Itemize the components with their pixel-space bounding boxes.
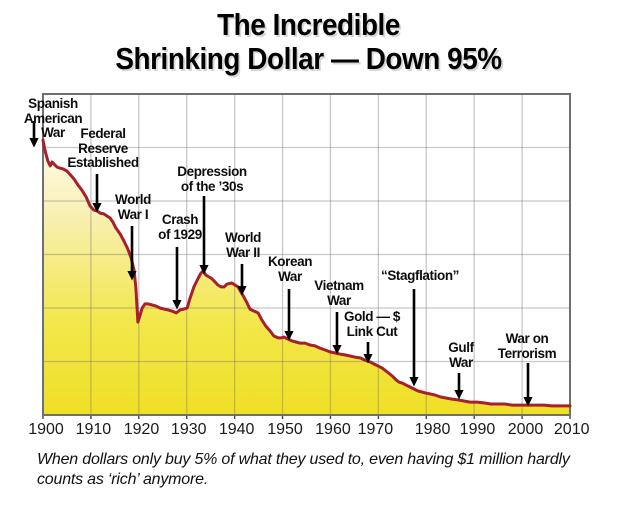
annotation-crash-of-1929: Crash of 1929 [158,212,202,242]
annotation-depression-of-the-30s-line: Depression [177,164,247,179]
x-axis-label-1960: 1960 [315,421,351,438]
dollar-value-line [41,138,572,408]
annotation-war-on-terrorism-line: Terrorism [497,345,557,361]
annotation-vietnam-war: Vietnam War [314,278,364,308]
x-axis-label-1900: 1900 [28,421,64,438]
annotation-gulf-war-line: Gulf [448,340,474,355]
annotation-arrowhead-spanish-american-war [29,138,39,148]
annotation-spanish-american-war: Spanish American War [23,96,83,141]
chart-caption: When dollars only buy 5% of what they us… [37,450,597,490]
annotation-vietnam-war-line: War [327,292,351,308]
plot-border [42,93,571,416]
x-axis-label-1990: 1990 [459,421,496,438]
annotation-gulf-war-line: War [449,354,473,370]
annotation-gold-dollar-link-cut-line: Gold — $ [343,309,401,324]
annotation-spanish-american-war-line: Spanish [28,96,78,111]
annotation-world-war-1-line: War I [117,206,149,222]
annotation-world-war-1-line: World [115,192,151,207]
annotation-arrowhead-gold-dollar-link-cut [363,354,373,364]
area-fill [43,140,570,415]
annotation-war-on-terrorism: War on Terrorism [497,331,557,361]
annotation-arrowhead-korean-war [284,331,294,341]
annotation-korean-war-line: War [278,268,302,284]
annotation-world-war-1: World War I [115,192,151,222]
annotation-gold-dollar-link-cut: Gold — $ Link Cut [343,309,401,339]
annotation-crash-of-1929-line: of 1929 [158,226,202,242]
annotation-vietnam-war-line: Vietnam [314,278,364,293]
annotation-stagflation-line: “Stagflation” [380,268,460,283]
annotation-federal-reserve-established-line: Reserve [78,140,128,156]
annotation-war-on-terrorism-line: War on [505,331,549,346]
x-axis-label-1910: 1910 [75,421,112,438]
annotation-arrowhead-federal-reserve-established [92,203,102,213]
annotation-arrowhead-gulf-war [454,390,464,400]
annotation-spanish-american-war-line: War [41,125,65,140]
annotation-arrowhead-depression-of-the-30s [199,265,209,275]
annotation-arrowhead-war-on-terrorism [523,397,533,407]
annotation-federal-reserve-established-line: Federal [80,126,126,141]
annotation-arrowhead-world-war-1 [127,271,137,281]
x-axis-label-1940: 1940 [218,421,255,438]
annotation-world-war-2-line: War II [226,244,260,260]
annotation-crash-of-1929-line: Crash [161,212,199,227]
chart-title-line-1: The Incredible [217,7,400,42]
annotation-federal-reserve-established-line: Established [67,155,139,170]
x-axis-label-1950: 1950 [267,421,303,438]
annotation-stagflation: “Stagflation” [380,268,460,284]
annotation-depression-of-the-30s: Depression of the ’30s [177,164,247,194]
annotation-world-war-2: World War II [225,230,261,260]
x-axis-label-1930: 1930 [170,421,207,438]
chart-title: The Incredible Shrinking Dollar — Down 9… [31,8,586,76]
x-axis-label-1980: 1980 [414,421,451,438]
annotation-world-war-2-line: World [225,230,261,245]
x-axis-label-2010: 2010 [553,421,590,438]
x-axis-label-1970: 1970 [357,421,394,438]
annotation-spanish-american-war-line: American [23,110,83,126]
x-axis-label-2000: 2000 [507,421,544,438]
annotation-arrowhead-vietnam-war [332,345,342,355]
annotation-federal-reserve-established: Federal Reserve Established [67,126,139,171]
annotation-arrowhead-world-war-2 [237,286,247,296]
chart-title-line-2: Shrinking Dollar — Down 95% [115,41,502,76]
annotation-arrowhead-stagflation [409,377,419,387]
annotation-gulf-war: Gulf War [448,340,474,370]
caption-line-1: When dollars only buy 5% of what they us… [37,451,570,468]
annotation-arrowhead-crash-of-1929 [172,300,182,310]
x-axis-label-1920: 1920 [123,421,160,438]
annotation-depression-of-the-30s-line: of the ’30s [180,178,244,194]
annotation-korean-war-line: Korean [267,254,313,269]
caption-line-2: counts as ‘rich’ anymore. [37,471,209,488]
annotation-gold-dollar-link-cut-line: Link Cut [346,323,398,339]
annotation-korean-war: Korean War [267,254,313,284]
